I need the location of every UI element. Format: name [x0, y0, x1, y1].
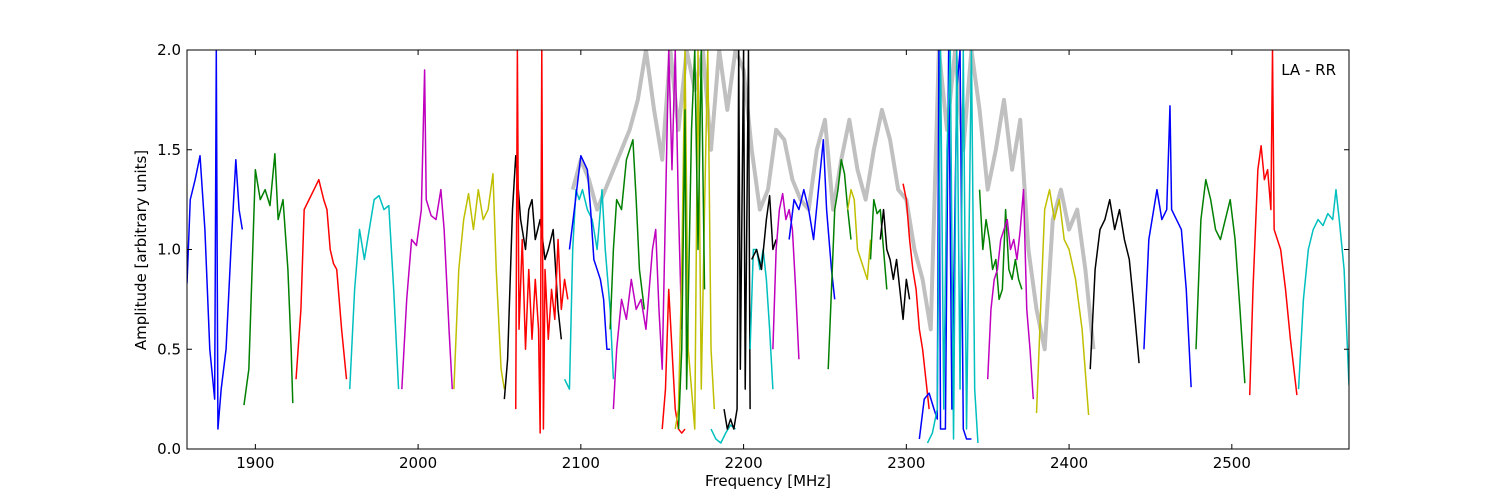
series-line-9: [568, 154, 611, 350]
series-layer: [187, 50, 1349, 444]
series-line-8: [563, 188, 615, 390]
series-line-10: [609, 139, 646, 330]
x-tick-label: 1900: [236, 454, 274, 472]
series-line-16: [723, 50, 751, 430]
series-line-14: [677, 50, 706, 430]
series-line-29: [986, 188, 1035, 400]
series-line-30: [1035, 188, 1090, 416]
series-line-23: [869, 198, 888, 290]
series-line-6: [503, 154, 563, 400]
series-line-32: [1143, 105, 1192, 388]
series-line-34: [1248, 50, 1298, 396]
series-line-31: [1089, 198, 1140, 370]
series-line-11: [612, 50, 683, 410]
series-line-12: [661, 288, 686, 434]
x-tick-label: 2500: [1213, 454, 1251, 472]
series-line-17: [749, 248, 774, 390]
y-axis-label: Amplitude [arbitrary units]: [132, 150, 150, 350]
series-line-25: [902, 183, 930, 410]
annotation-label: LA - RR: [1281, 61, 1336, 79]
y-tick-label: 1.5: [157, 141, 181, 159]
series-line-24: [879, 208, 911, 321]
y-tick-label: 2.0: [157, 41, 181, 59]
series-line-2: [295, 178, 348, 380]
envelope-layer: [570, 50, 1096, 352]
series-line-28: [978, 189, 1023, 301]
series-line-19: [772, 192, 800, 360]
series-line-35: [1297, 188, 1349, 390]
y-tick-label: 0.0: [157, 440, 181, 458]
series-line-26: [918, 50, 972, 440]
x-tick-label: 2400: [1050, 454, 1088, 472]
y-tick-label: 0.5: [157, 340, 181, 358]
series-line-7: [514, 50, 569, 434]
axes-layer: [186, 49, 1350, 450]
x-tick-label: 2000: [399, 454, 437, 472]
series-line-21: [827, 158, 852, 370]
series-line-20: [788, 139, 836, 300]
tick-layer: 1900 2000 2100 2200 2300 2400 2500 0.0 0.5 1.0 1.5…: [157, 41, 1349, 472]
x-tick-label: 2300: [887, 454, 925, 472]
series-line-0: [187, 50, 244, 430]
series-line-1: [243, 152, 294, 406]
envelope-trace: [570, 50, 1096, 352]
x-axis-label: Frequency [MHz]: [705, 472, 831, 490]
plot-frame: [186, 49, 1350, 450]
series-line-27: [926, 50, 979, 444]
series-line-15: [710, 424, 736, 444]
series-line-3: [348, 194, 400, 390]
series-line-33: [1195, 178, 1246, 384]
series-line-5: [453, 172, 506, 390]
x-tick-label: 2100: [562, 454, 600, 472]
x-tick-label: 2200: [724, 454, 762, 472]
series-line-22: [847, 188, 872, 281]
series-line-4: [401, 69, 454, 390]
y-tick-label: 1.0: [157, 241, 181, 259]
series-line-13: [674, 50, 716, 430]
series-line-18: [751, 194, 777, 271]
